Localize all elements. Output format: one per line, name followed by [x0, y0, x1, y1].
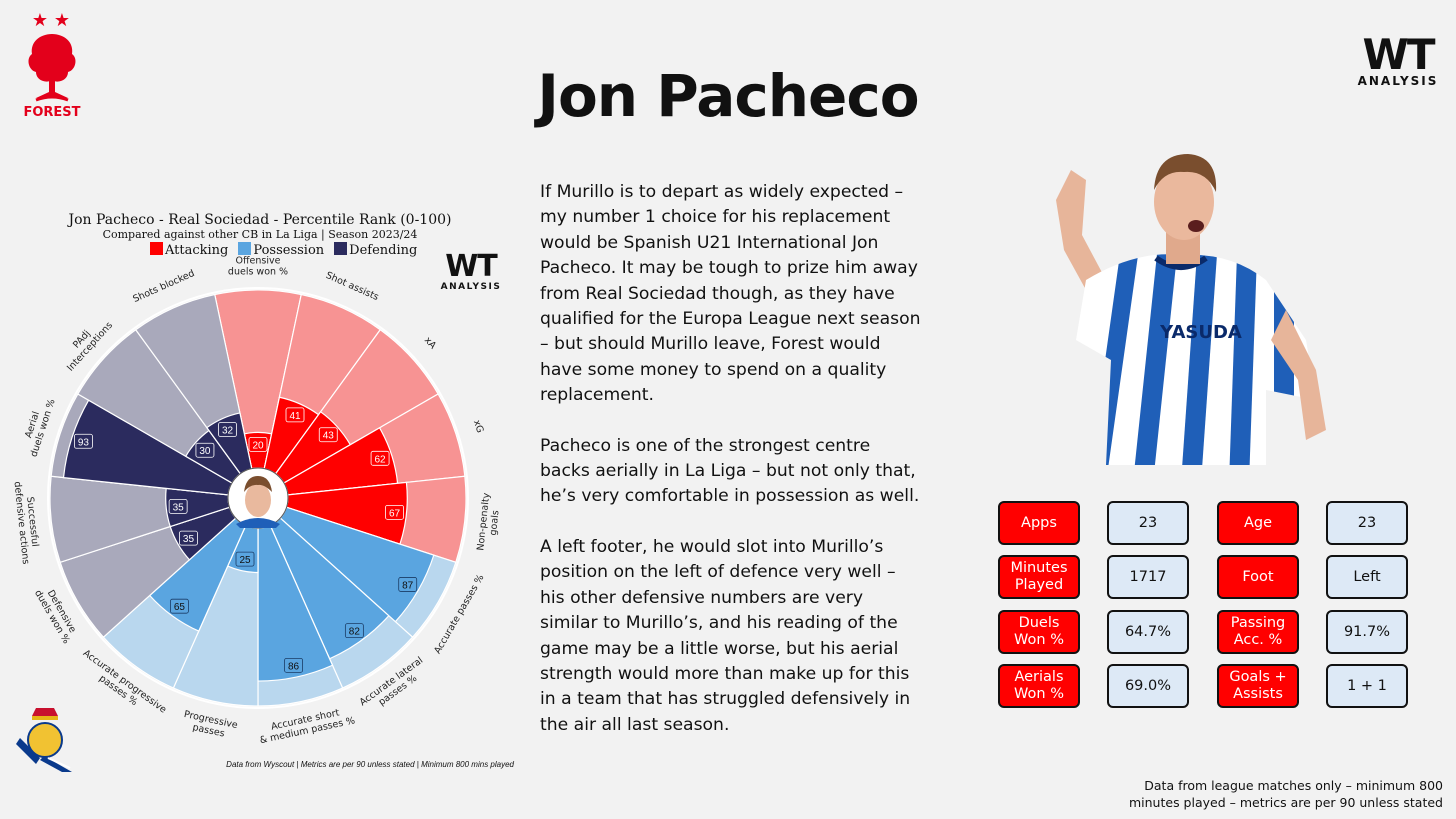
chart-title: Jon Pacheco - Real Sociedad - Percentile…: [68, 212, 452, 228]
legend-swatch-attacking: [150, 242, 163, 255]
stat-value-apps: 23: [1107, 501, 1189, 545]
article-paragraph-2: Pacheco is one of the strongest centre b…: [540, 435, 920, 507]
stat-value-minutes: 1717: [1107, 555, 1189, 599]
legend-swatch-possession: [238, 242, 252, 255]
value-box-shots-blocked: [218, 422, 237, 437]
category-label-aerial-duels-won: Aerialduels won %: [18, 394, 58, 458]
category-label-successful-defensive-actions: Successfuldefensive actions: [11, 480, 42, 565]
value-label-offensive-duels-won: 20: [252, 440, 264, 451]
value-label-aerial-duels-won: 93: [78, 437, 90, 448]
category-label-shot-assists: Shot assists: [324, 270, 380, 303]
stat-label-foot: Foot: [1217, 555, 1299, 599]
stat-value-age: 23: [1326, 501, 1408, 545]
category-label-non-penalty-goals: Non-penaltygoals: [475, 492, 503, 552]
value-box-accurate-progressive-passes: [170, 598, 189, 614]
value-box-accurate-passes: [398, 577, 418, 592]
article-paragraph-3: A left footer, he would slot into Murill…: [540, 536, 911, 735]
value-box-padj-interceptions: [195, 442, 215, 458]
stat-label-apps: Apps: [998, 501, 1080, 545]
nottingham-forest-logo: ★ ★ FOREST: [23, 10, 80, 120]
page-title: Jon Pacheco: [537, 62, 919, 130]
shirt-sponsor-text: YASUDA: [1159, 322, 1242, 343]
value-box-non-penalty-goals: [385, 504, 404, 520]
category-label-offensive-duels-won: Offensive duels won %: [228, 256, 288, 278]
value-label-progressive-passes: 25: [239, 555, 251, 566]
value-label-accurate-lateral-passes: 82: [349, 627, 361, 638]
legend-item-possession: Possession: [238, 242, 324, 258]
stat-label-age: Age: [1217, 501, 1299, 545]
wt-chart-logo-mark: WT: [445, 249, 498, 284]
article-text: If Murillo is to depart as widely expect…: [540, 180, 925, 763]
value-label-successful-defensive-actions: 35: [173, 502, 185, 513]
value-box-progressive-passes: [235, 551, 255, 567]
category-label-xg: xG: [471, 419, 485, 435]
chart-footnote: Data from Wyscout | Metrics are per 90 u…: [226, 760, 514, 769]
value-label-shots-blocked: 32: [222, 426, 234, 437]
stat-label-duels-won: Duels Won %: [998, 610, 1080, 654]
stat-label-aerials-won: Aerials Won %: [998, 664, 1080, 708]
value-box-xa: [318, 427, 338, 443]
value-label-accurate-passes: 87: [402, 580, 414, 591]
article-paragraph-1: If Murillo is to depart as widely expect…: [540, 182, 921, 406]
stat-value-duels-won: 64.7%: [1107, 610, 1189, 654]
wt-chart-logo-subtext: ANALYSIS: [440, 282, 502, 292]
player-photo: YASUDA: [1056, 154, 1326, 465]
legend-label-attacking: Attacking: [165, 243, 229, 258]
stat-label-minutes: Minutes Played: [998, 555, 1080, 599]
value-box-successful-defensive-actions: [168, 498, 188, 514]
value-label-accurate-short-medium-passes: 86: [288, 661, 300, 672]
value-box-accurate-short-medium-passes: [284, 657, 303, 673]
value-box-defensive-duels-won: [179, 530, 198, 546]
value-label-accurate-progressive-passes: 65: [174, 602, 186, 613]
stat-value-goals-assists: 1 + 1: [1326, 664, 1408, 708]
pizza-center-avatar: [227, 467, 289, 529]
value-box-offensive-duels-won: [248, 436, 268, 452]
legend-item-defending: Defending: [334, 242, 417, 258]
pizza-outer-ring: [47, 287, 469, 709]
value-box-xg: [370, 450, 390, 466]
category-label-accurate-short-medium-passes: Accurate short& medium passes %: [257, 705, 357, 747]
legend-label-defending: Defending: [349, 243, 418, 258]
value-label-xa: 43: [323, 431, 335, 442]
percentile-pizza-chart: 20 Offensive duels won % 41 Shot assists 43 xA…: [11, 256, 503, 747]
wt-logo-mark: WT: [1362, 30, 1436, 79]
footer-note: Data from league matches only – minimum …: [1128, 778, 1443, 810]
value-label-defensive-duels-won: 35: [183, 534, 195, 545]
legend-swatch-defending: [334, 242, 348, 255]
stat-value-passing-acc: 91.7%: [1326, 610, 1408, 654]
value-box-shot-assists: [285, 407, 305, 423]
forest-logo-text: FOREST: [23, 105, 80, 120]
stat-value-foot: Left: [1326, 555, 1408, 599]
wt-analysis-chart-logo: WT ANALYSIS: [436, 252, 506, 296]
value-label-xg: 62: [375, 454, 387, 465]
real-sociedad-badge: [16, 708, 72, 772]
stat-value-aerials-won: 69.0%: [1107, 664, 1189, 708]
stat-label-goals-assists: Goals + Assists: [1217, 664, 1299, 708]
value-label-shot-assists: 41: [289, 411, 301, 422]
chart-subtitle: Compared against other CB in La Liga | S…: [102, 228, 418, 241]
wt-analysis-logo: WT ANALYSIS: [1352, 34, 1444, 94]
svg-text:★: ★: [54, 10, 70, 30]
value-box-aerial-duels-won: [74, 433, 93, 449]
svg-text:★: ★: [32, 10, 48, 30]
value-box-accurate-lateral-passes: [344, 623, 364, 639]
legend-item-attacking: Attacking: [150, 242, 228, 258]
legend-label-possession: Possession: [253, 243, 325, 258]
category-label-xa: xA: [422, 335, 439, 352]
value-label-non-penalty-goals: 67: [389, 508, 401, 519]
value-label-padj-interceptions: 30: [199, 446, 211, 457]
chart-legend: Attacking Possession Defending: [150, 242, 423, 258]
category-label-progressive-passes: Progressivepasses: [181, 709, 239, 742]
stat-label-passing-acc: Passing Acc. %: [1217, 610, 1299, 654]
wt-logo-subtext: ANALYSIS: [1357, 74, 1439, 88]
